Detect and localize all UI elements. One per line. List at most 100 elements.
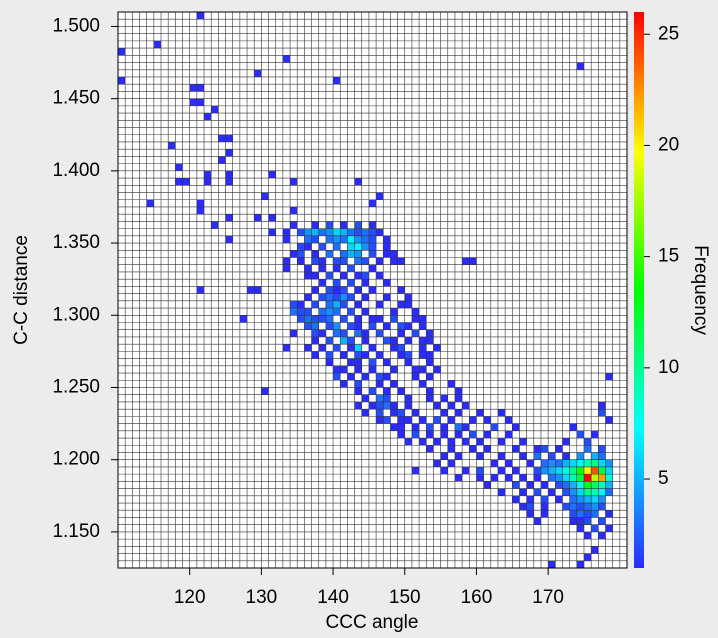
colorbar-tick-label: 10 <box>658 357 679 378</box>
heatmap-cell <box>419 380 427 388</box>
heatmap-cell <box>562 503 570 511</box>
heatmap-cell <box>311 336 319 345</box>
heatmap-cell <box>404 438 412 446</box>
heatmap-cell <box>368 358 377 366</box>
heatmap-cell <box>318 329 326 337</box>
heatmap-cell <box>397 409 405 417</box>
heatmap-cell <box>347 308 355 316</box>
heatmap-cell <box>411 315 420 323</box>
heatmap-cell <box>239 315 248 323</box>
heatmap-cell <box>426 373 434 381</box>
heatmap-cell <box>304 315 312 323</box>
heatmap-cell <box>583 531 592 540</box>
heatmap-cell <box>598 445 606 453</box>
heatmap-cell <box>497 438 506 446</box>
heatmap-cell <box>333 257 341 265</box>
heatmap-cell <box>447 380 455 388</box>
heatmap-cell <box>196 199 205 207</box>
heatmap-cell <box>304 228 312 236</box>
heatmap-cell <box>354 271 362 280</box>
heatmap-cell <box>583 474 592 482</box>
heatmap-cell <box>426 351 434 359</box>
heatmap-cell <box>333 286 341 294</box>
heatmap-cell <box>304 322 312 330</box>
heatmap-cell <box>376 315 384 323</box>
heatmap-cell <box>548 560 556 568</box>
heatmap-cell <box>311 250 319 258</box>
heatmap-cell <box>318 257 326 265</box>
heatmap-cell <box>325 271 334 280</box>
x-tick-label: 160 <box>461 587 493 608</box>
heatmap-cell <box>361 293 369 301</box>
heatmap-cell <box>454 394 463 402</box>
heatmap-cell <box>325 315 334 323</box>
heatmap-cell <box>354 401 362 410</box>
heatmap-cell <box>576 524 584 532</box>
heatmap-cell <box>196 286 205 294</box>
heatmap-cell <box>519 474 527 482</box>
heatmap-cell <box>447 416 455 424</box>
heatmap-cell <box>576 495 584 504</box>
heatmap-cell <box>268 214 276 222</box>
heatmap-cell <box>304 308 312 316</box>
heatmap-cell <box>576 560 584 568</box>
heatmap-cell <box>419 322 427 330</box>
heatmap-cell <box>512 495 520 504</box>
heatmap-cell <box>204 170 212 179</box>
heatmap-cell <box>318 228 326 236</box>
heatmap-cell <box>354 344 362 352</box>
heatmap-cell <box>383 322 391 330</box>
heatmap-cell <box>569 423 577 431</box>
heatmap-cell <box>340 315 348 323</box>
heatmap-cell <box>583 510 592 518</box>
heatmap-cell <box>368 228 377 236</box>
heatmap-cell <box>318 264 326 272</box>
heatmap-cell <box>182 178 190 186</box>
cells <box>118 12 627 568</box>
heatmap-cell <box>297 250 305 258</box>
heatmap-cell <box>426 423 434 431</box>
heatmap-cell <box>354 380 362 388</box>
heatmap-cell <box>583 481 592 489</box>
heatmap-cell <box>390 344 398 352</box>
colorbar <box>634 12 644 568</box>
heatmap-cell <box>426 445 434 453</box>
heatmap-cell <box>598 466 606 475</box>
heatmap-cell <box>196 206 205 215</box>
heatmap-cell <box>469 257 477 265</box>
heatmap-cell <box>225 214 233 222</box>
heatmap-cell <box>347 336 355 345</box>
heatmap-cell <box>454 387 463 395</box>
heatmap-cell <box>390 409 398 417</box>
heatmap-cell <box>347 235 355 244</box>
heatmap-cell <box>325 228 334 236</box>
heatmap-cell <box>469 430 477 439</box>
heatmap-cell <box>383 243 391 251</box>
heatmap-cell <box>562 459 570 467</box>
heatmap-cell <box>454 423 463 431</box>
heatmap-cell <box>361 308 369 316</box>
heatmap-cell <box>354 221 362 229</box>
heatmap-cell <box>340 329 348 337</box>
heatmap-cell <box>268 170 276 179</box>
heatmap-cell <box>390 308 398 316</box>
heatmap-cell <box>591 510 599 518</box>
heatmap-cell <box>347 293 355 301</box>
heatmap-cell <box>383 401 391 410</box>
heatmap-cell <box>397 416 405 424</box>
heatmap-cell <box>476 474 484 482</box>
heatmap-cell <box>598 488 606 496</box>
y-tick-label: 1.150 <box>52 521 100 542</box>
heatmap-cell <box>318 308 326 316</box>
heatmap-cell <box>569 488 577 496</box>
heatmap-cell <box>490 459 498 467</box>
heatmap-cell <box>505 474 513 482</box>
heatmap-cell <box>598 409 606 417</box>
heatmap-cell <box>368 344 377 352</box>
heatmap-cell <box>218 134 226 142</box>
heatmap-cell <box>404 351 412 359</box>
heatmap-cell <box>505 430 513 439</box>
heatmap-cell <box>555 474 563 482</box>
heatmap-cell <box>368 221 377 229</box>
heatmap-cell <box>540 466 549 475</box>
